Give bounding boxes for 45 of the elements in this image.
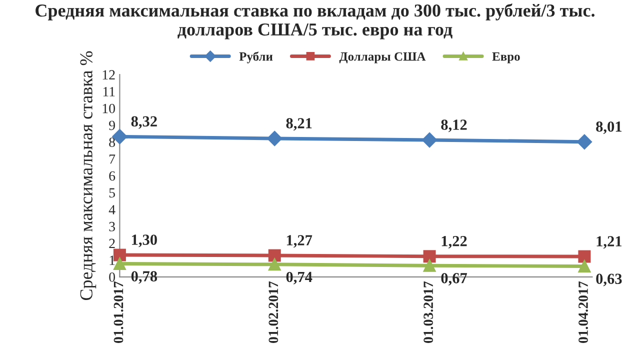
data-label: 1,22 — [442, 236, 467, 248]
point — [113, 257, 126, 270]
y-tick-label: 11 — [103, 87, 115, 96]
point — [267, 130, 282, 146]
data-label: 0,63 — [596, 274, 622, 286]
chart-title: Средняя максимальная ставка по вкладам до 300 тыс. рублей/3 тыс. долларов США/5 тыс. евро на год — [36, 4, 594, 40]
data-label: 0,67 — [441, 273, 468, 286]
legend-label: Рубли — [239, 52, 273, 64]
y-tick-label: 9 — [109, 120, 115, 130]
y-tick-label: 12 — [102, 70, 115, 80]
data-label: 8,21 — [286, 118, 312, 131]
x-tick-label: 01.04.2017 — [578, 281, 588, 344]
point — [422, 132, 438, 148]
y-tick-label: 4 — [108, 205, 116, 214]
legend-label: Евро — [492, 52, 520, 64]
data-label: 8,01 — [596, 121, 622, 134]
data-label: 0,78 — [131, 271, 158, 284]
point — [268, 249, 281, 262]
point — [578, 250, 591, 263]
y-tick-label: 10 — [102, 104, 116, 114]
point — [113, 248, 126, 262]
point — [423, 250, 436, 263]
y-tick-label: 7 — [110, 154, 116, 164]
data-label: 8,12 — [441, 120, 467, 132]
y-tick-label: 1 — [110, 256, 115, 265]
y-tick-label: 6 — [109, 171, 116, 181]
y-axis-title: Средняя максимальная ставка % — [80, 51, 96, 300]
x-tick-label: 01.02.2017 — [268, 281, 278, 344]
data-label: 1,21 — [596, 236, 622, 249]
y-tick-label: 8 — [109, 138, 116, 147]
y-tick-label: 3 — [109, 222, 115, 232]
point — [423, 259, 436, 272]
y-tick-label: 2 — [109, 238, 115, 248]
point — [268, 258, 281, 271]
legend-label: Доллары США — [339, 52, 426, 64]
x-tick-label: 01.03.2017 — [424, 281, 434, 344]
data-label: 1,27 — [286, 235, 312, 248]
point — [576, 134, 592, 150]
data-label: 1,30 — [132, 234, 157, 248]
point — [578, 260, 591, 273]
y-tick-label: 0 — [109, 272, 116, 282]
data-label: 0,74 — [286, 272, 312, 284]
x-tick-label: 01.01.2017 — [114, 281, 124, 344]
data-label: 8,32 — [131, 116, 157, 129]
y-tick-label: 5 — [109, 188, 115, 198]
